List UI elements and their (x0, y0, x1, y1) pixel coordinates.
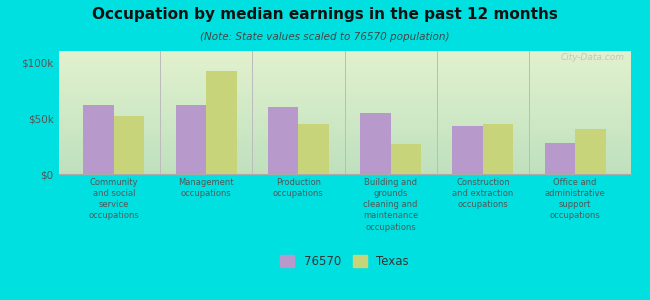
Bar (575, 129, 606, 174)
Text: City-Data.com: City-Data.com (561, 53, 625, 62)
Bar (545, 143, 575, 174)
Bar (268, 107, 298, 174)
Bar (176, 105, 206, 174)
Legend: 76570, Texas: 76570, Texas (276, 250, 413, 273)
Bar (114, 116, 144, 174)
Bar (83, 105, 114, 174)
Bar (206, 71, 237, 174)
Bar (298, 124, 329, 174)
Bar (391, 144, 421, 174)
Bar (452, 126, 483, 174)
Text: (Note: State values scaled to 76570 population): (Note: State values scaled to 76570 popu… (200, 32, 450, 41)
Bar (360, 112, 391, 174)
Bar (483, 124, 514, 174)
Text: Occupation by median earnings in the past 12 months: Occupation by median earnings in the pas… (92, 8, 558, 22)
